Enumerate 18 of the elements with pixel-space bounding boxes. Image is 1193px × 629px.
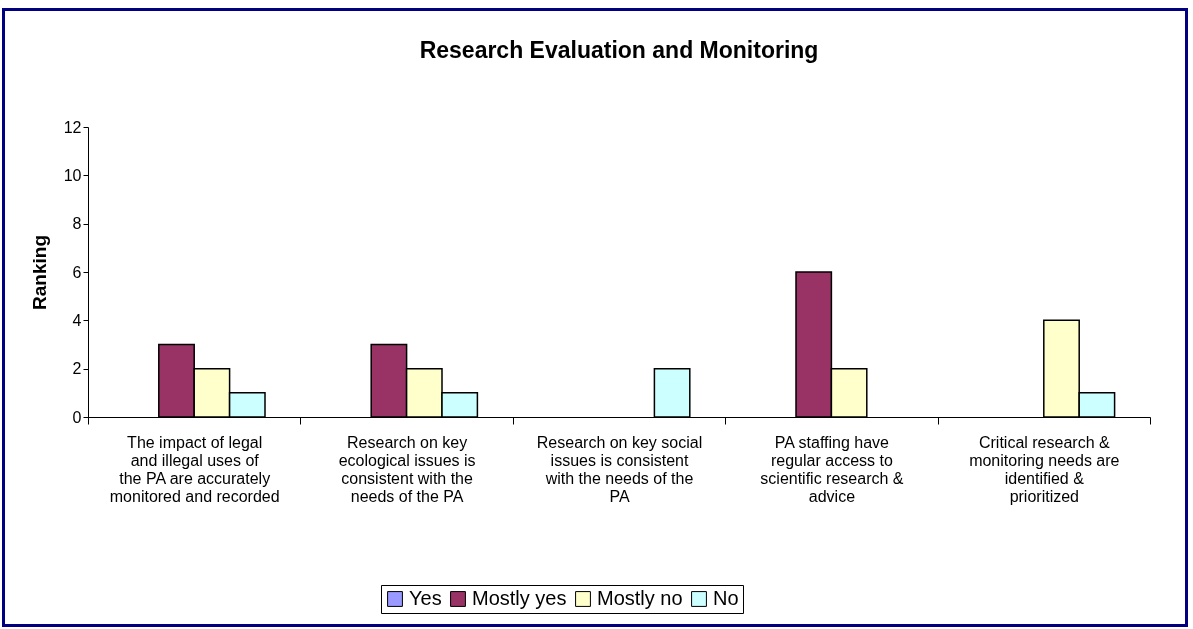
y-tick-label: 0 — [72, 408, 82, 426]
y-tick-label: 6 — [72, 263, 82, 281]
y-tick-label: 8 — [72, 215, 82, 233]
legend-label: No — [713, 587, 739, 609]
y-axis-title: Ranking — [28, 235, 50, 310]
y-tick-label: 4 — [72, 311, 82, 329]
x-tick-label: The impact of legal and illegal uses of the PA are accurately monitored and recorded — [109, 433, 280, 505]
x-tick-label: PA staffing have regular access to scientific research & advice — [760, 433, 904, 505]
x-tick-label: Research on key social issues is consistent with the needs of the PA — [536, 433, 703, 505]
x-tick-label: Research on key ecological issues is consistent with the needs of the PA — [338, 433, 476, 505]
y-tick-label: 2 — [72, 360, 82, 378]
legend-label: Mostly yes — [472, 587, 567, 609]
chart-title: Research Evaluation and Monitoring — [419, 37, 819, 63]
y-tick-label: 12 — [63, 118, 82, 136]
x-tick-label: Critical research & monitoring needs are identified & prioritized — [969, 433, 1120, 505]
y-tick-label: 10 — [63, 166, 82, 184]
legend-label: Mostly no — [597, 587, 683, 609]
legend-label: Yes — [409, 587, 442, 609]
